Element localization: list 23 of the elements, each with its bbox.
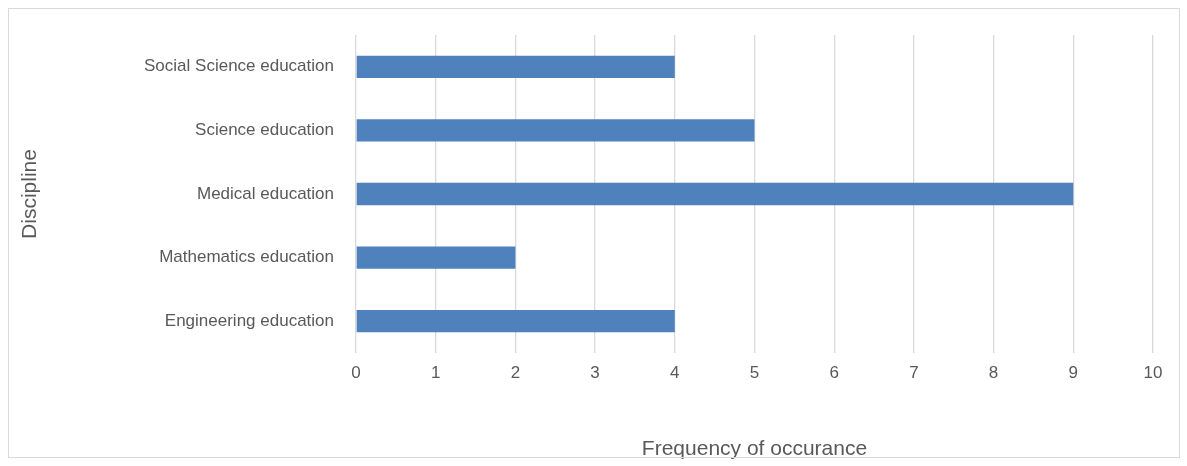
bar	[356, 119, 755, 142]
y-tick-label: Science education	[195, 120, 334, 140]
bar	[356, 310, 675, 333]
y-tick-label: Engineering education	[164, 310, 334, 330]
x-tick-label: 10	[1143, 362, 1163, 382]
y-tick-label: Social Science education	[144, 56, 334, 76]
y-tick-label: Mathematics education	[159, 247, 334, 267]
x-tick-label: 3	[590, 362, 600, 382]
bar	[356, 55, 675, 78]
x-tick-label: 4	[670, 362, 680, 382]
y-axis-title: Discipline	[17, 149, 41, 239]
bar	[356, 182, 1074, 206]
x-tick-label: 8	[988, 362, 999, 382]
x-tick-label: 2	[510, 362, 521, 382]
x-axis-title: Frequency of occurance	[641, 436, 868, 460]
x-tick-label: 0	[351, 362, 361, 382]
x-tick-label: 7	[909, 362, 919, 382]
y-tick-label: Medical education	[196, 183, 334, 203]
x-tick-label: 6	[829, 362, 839, 382]
x-tick-label: 5	[749, 362, 760, 382]
x-tick-label: 1	[430, 362, 441, 382]
x-tick-label: 9	[1068, 362, 1079, 382]
bar	[356, 246, 516, 269]
